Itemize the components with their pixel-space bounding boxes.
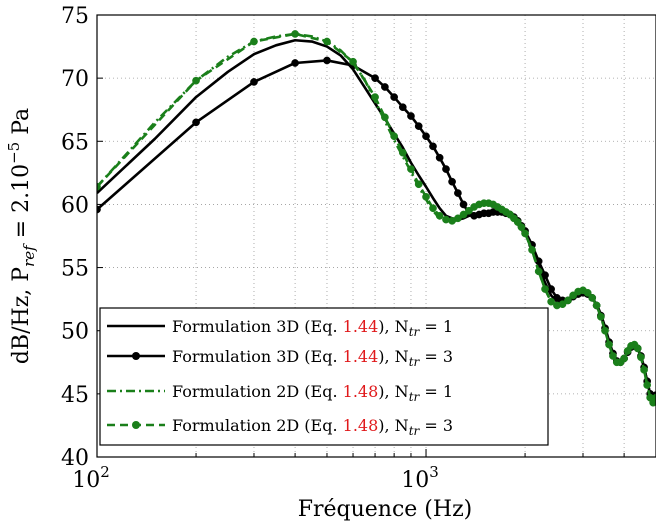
data-point — [349, 57, 357, 66]
data-point — [435, 153, 444, 162]
data-point — [454, 214, 462, 223]
data-point — [381, 83, 389, 91]
legend-entry-2: Formulation 3D (Eq. 1.44), Ntr = 3 — [172, 347, 453, 369]
y-axis-label-rest: = 2.10 — [9, 164, 34, 245]
y-axis-label-main: dB/Hz, P — [9, 267, 34, 364]
data-point — [442, 165, 450, 173]
data-point — [250, 78, 258, 86]
data-point — [323, 56, 331, 65]
data-point — [407, 112, 415, 120]
data-point — [398, 103, 407, 112]
data-point — [517, 223, 526, 232]
data-point — [250, 37, 258, 46]
data-point — [583, 288, 592, 297]
data-point — [291, 30, 299, 38]
data-point — [407, 165, 415, 173]
data-point — [541, 271, 549, 279]
data-point — [534, 267, 543, 276]
ticks: 40 45 50 55 60 65 70 75 102 103 — [61, 4, 625, 493]
data-point — [592, 301, 601, 310]
plot-frame — [96, 14, 656, 458]
data-point — [643, 381, 652, 389]
x-axis-label: Fréquence (Hz) — [298, 497, 473, 522]
data-point — [381, 113, 389, 122]
y-tick-label: 50 — [61, 320, 89, 345]
data-point — [429, 142, 437, 151]
data-point — [291, 59, 299, 67]
data-point — [390, 132, 398, 141]
data-point — [422, 193, 430, 201]
data-point — [390, 93, 398, 101]
y-axis-label: dB/Hz, Pref = 2.10−5 Pa — [5, 108, 38, 364]
y-tick-label: 55 — [61, 257, 89, 282]
y-tick-label: 75 — [61, 4, 89, 29]
data-point — [323, 37, 331, 46]
legend-entry-4: Formulation 2D (Eq. 1.48), Ntr = 3 — [172, 416, 453, 438]
y-axis-label-sup: −5 — [5, 142, 23, 164]
data-point — [371, 74, 379, 82]
data-point — [454, 189, 462, 197]
x-tick-label: 102 — [72, 463, 110, 493]
y-axis-label-sub: ref — [20, 243, 38, 267]
data-point — [398, 148, 407, 157]
data-point — [414, 122, 423, 130]
data-point — [637, 353, 645, 362]
legend-box — [99, 307, 549, 446]
data-point — [633, 344, 642, 353]
y-tick-label: 45 — [61, 383, 89, 408]
data-point — [192, 118, 200, 127]
data-point — [422, 132, 430, 141]
legend: Formulation 3D (Eq. 1.44), Ntr = 1 Formu… — [99, 307, 549, 446]
series-group — [97, 30, 656, 407]
data-point — [541, 285, 549, 293]
data-point — [620, 354, 628, 363]
y-tick-label: 65 — [61, 130, 89, 155]
data-point — [547, 297, 555, 306]
data-point — [414, 180, 423, 189]
data-point — [448, 177, 456, 186]
data-point — [640, 366, 648, 374]
x-tick-label: 103 — [401, 463, 439, 493]
data-point — [429, 204, 437, 213]
data-point — [558, 300, 567, 309]
data-point — [465, 206, 473, 215]
legend-entry-3: Formulation 2D (Eq. 1.48), Ntr = 1 — [172, 382, 453, 404]
data-point — [459, 200, 468, 209]
data-point — [564, 296, 572, 305]
legend-entry-1: Formulation 3D (Eq. 1.44), Ntr = 1 — [172, 317, 453, 339]
data-point — [528, 246, 536, 254]
data-point — [192, 76, 200, 85]
y-axis-label-unit: Pa — [9, 108, 34, 142]
y-tick-label: 70 — [61, 67, 89, 92]
data-point — [459, 210, 468, 219]
data-point — [609, 352, 617, 360]
data-point — [597, 312, 605, 321]
data-point — [588, 294, 597, 302]
y-tick-label: 40 — [61, 446, 89, 471]
data-point — [435, 211, 444, 220]
data-point — [652, 393, 656, 402]
y-tick-label: 60 — [61, 193, 89, 218]
data-point — [371, 93, 379, 101]
legend-marker-4 — [132, 421, 140, 429]
data-point — [601, 326, 609, 335]
data-point — [521, 229, 529, 238]
data-point — [605, 340, 613, 349]
legend-marker-2 — [132, 352, 140, 360]
